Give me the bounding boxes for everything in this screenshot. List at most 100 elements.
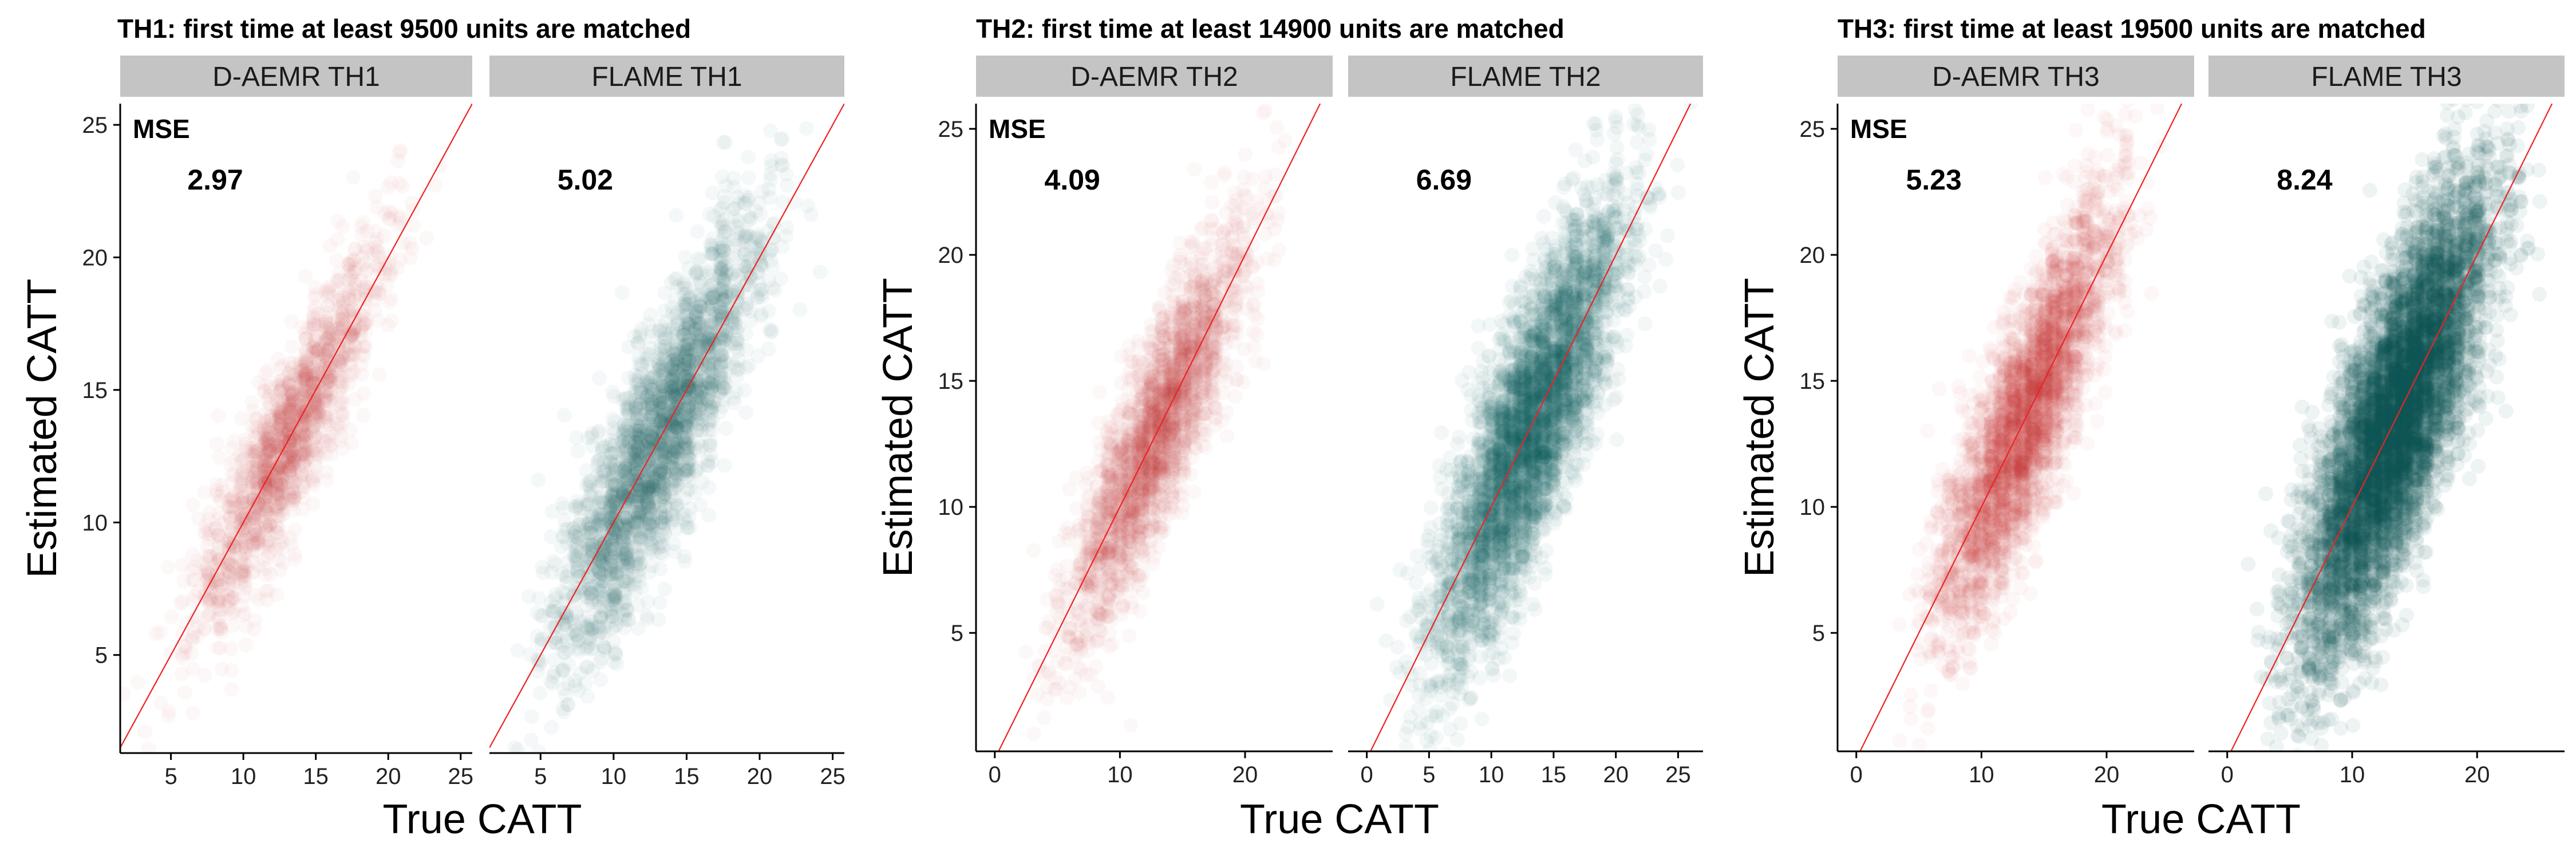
data-point [669, 421, 685, 436]
data-point [667, 544, 682, 559]
data-point [712, 349, 728, 365]
data-point [570, 608, 584, 624]
data-point [670, 404, 686, 420]
data-point [646, 394, 661, 409]
data-point [679, 365, 695, 380]
data-point [655, 375, 670, 391]
data-point [712, 315, 727, 330]
data-point [642, 511, 657, 527]
data-point [631, 441, 646, 456]
data-point [595, 495, 611, 511]
data-point [657, 408, 672, 424]
data-point [714, 291, 729, 306]
data-point [654, 391, 670, 407]
data-point [716, 242, 731, 258]
data-point [372, 367, 387, 382]
data-point [585, 538, 600, 553]
data-point [619, 545, 635, 560]
data-point [657, 413, 672, 428]
data-point [631, 423, 646, 439]
data-point [693, 397, 709, 413]
data-point [605, 590, 621, 605]
data-point [618, 602, 634, 618]
data-point [681, 332, 697, 347]
data-point [713, 301, 728, 316]
data-point [211, 591, 226, 606]
data-point [653, 402, 668, 417]
data-point [799, 121, 814, 136]
data-point [630, 417, 645, 433]
data-point [610, 656, 625, 672]
data-point [615, 542, 631, 557]
data-point [763, 243, 779, 259]
data-point [556, 408, 572, 423]
data-point [570, 565, 586, 580]
data-point [580, 494, 595, 509]
data-point [616, 469, 631, 484]
data-point [670, 316, 686, 332]
data-point [293, 470, 308, 485]
data-point [714, 240, 729, 255]
data-point [621, 559, 636, 574]
data-point [585, 546, 600, 561]
data-point [737, 196, 753, 211]
data-point [754, 184, 770, 199]
data-point [715, 265, 730, 281]
data-point [627, 491, 643, 507]
data-point [652, 389, 667, 404]
data-point [716, 340, 732, 355]
data-point [657, 527, 673, 542]
data-point [666, 381, 682, 397]
data-point [594, 625, 610, 640]
data-point [591, 564, 607, 579]
data-point [560, 698, 575, 712]
data-point [667, 480, 683, 495]
mse-value: 5.02 [558, 164, 613, 196]
data-point [627, 393, 643, 408]
data-point [730, 196, 746, 211]
data-point [689, 308, 704, 324]
data-point [627, 584, 643, 600]
data-point [691, 380, 706, 395]
data-point [679, 286, 694, 301]
data-point [578, 559, 594, 574]
data-point [615, 482, 630, 497]
data-point [594, 501, 609, 516]
data-point [627, 453, 643, 468]
data-point [645, 386, 661, 401]
data-point [727, 359, 742, 375]
data-point [580, 517, 596, 532]
data-point [641, 434, 657, 449]
data-point [666, 436, 681, 451]
data-point [580, 639, 596, 654]
data-point [666, 461, 681, 476]
data-point [615, 392, 630, 407]
data-point [606, 495, 622, 510]
data-point [688, 322, 703, 337]
data-point [668, 377, 683, 392]
data-point [392, 176, 407, 191]
data-point [584, 537, 599, 553]
data-point [582, 581, 597, 596]
data-point [621, 370, 636, 385]
data-point [531, 652, 546, 668]
data-point [262, 583, 276, 598]
data-point [642, 456, 658, 471]
data-point [607, 435, 623, 451]
data-point [609, 462, 624, 478]
data-point [681, 341, 696, 357]
data-point [717, 195, 732, 210]
data-point [595, 474, 610, 489]
data-point [272, 562, 287, 577]
data-point [619, 446, 634, 462]
data-point [629, 495, 645, 510]
data-point [665, 446, 679, 462]
data-point [700, 265, 715, 280]
data-point [655, 510, 671, 525]
data-point [620, 561, 635, 576]
data-point [714, 261, 730, 276]
data-point [729, 323, 745, 338]
data-point [548, 591, 563, 606]
data-point [767, 215, 782, 231]
data-point [621, 405, 636, 421]
